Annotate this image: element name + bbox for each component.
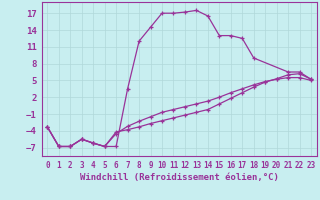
X-axis label: Windchill (Refroidissement éolien,°C): Windchill (Refroidissement éolien,°C) [80,173,279,182]
